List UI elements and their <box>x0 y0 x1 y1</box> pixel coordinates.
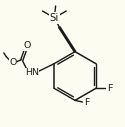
Text: F: F <box>84 98 90 107</box>
Text: O: O <box>23 42 30 51</box>
Text: HN: HN <box>25 68 39 77</box>
Text: O: O <box>10 58 17 67</box>
Text: F: F <box>107 84 113 93</box>
Text: Si: Si <box>50 13 59 23</box>
